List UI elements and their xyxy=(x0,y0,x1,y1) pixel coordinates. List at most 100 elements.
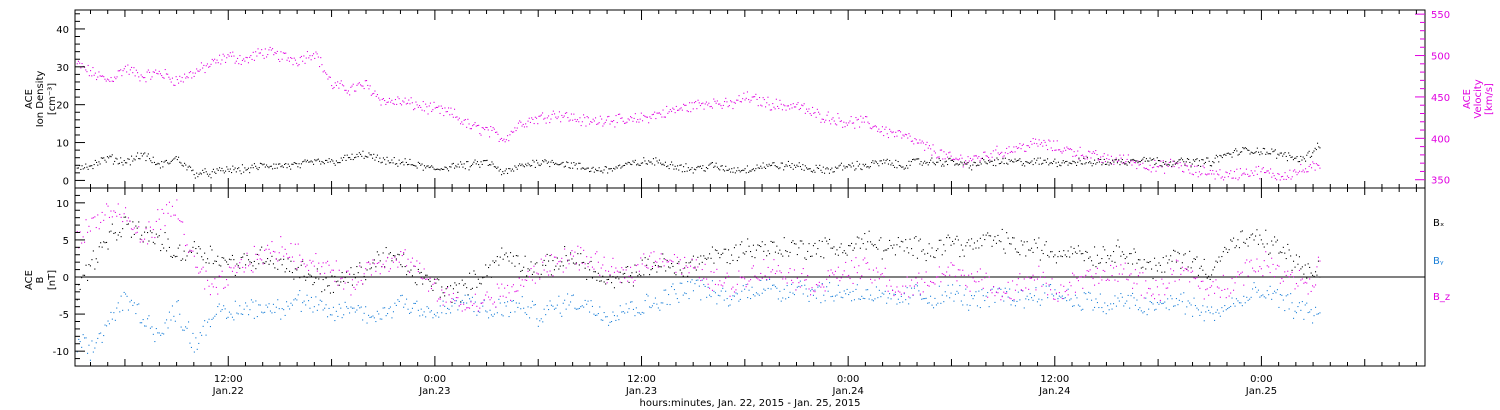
bx-point-345 xyxy=(581,262,583,264)
density-point-156 xyxy=(264,166,266,168)
bx-point-268 xyxy=(469,272,471,274)
bz-point-642 xyxy=(1016,284,1018,286)
by-point-702 xyxy=(1104,302,1106,304)
by-point-108 xyxy=(234,300,236,302)
velocity-point-214 xyxy=(334,82,336,84)
by-point-584 xyxy=(931,304,933,306)
velocity-point-746 xyxy=(975,155,977,157)
by-point-660 xyxy=(1042,284,1044,286)
velocity-point-412 xyxy=(573,113,575,115)
by-point-716 xyxy=(1124,302,1126,304)
bx-point-776 xyxy=(1212,269,1214,271)
bz-point-121 xyxy=(253,245,255,247)
by-point-231 xyxy=(414,302,416,304)
velocity-point-384 xyxy=(539,115,541,117)
velocity-point-897 xyxy=(1157,166,1159,168)
by-point-528 xyxy=(849,291,851,293)
density-point-966 xyxy=(1241,151,1243,153)
density-point-850 xyxy=(1101,164,1103,166)
bz-point-141 xyxy=(283,255,285,257)
velocity-point-521 xyxy=(704,103,706,105)
bz-point-37 xyxy=(130,228,132,230)
velocity-point-471 xyxy=(644,115,646,117)
velocity-point-32 xyxy=(115,78,117,80)
bz-point-336 xyxy=(568,263,570,265)
density-point-98 xyxy=(194,177,196,179)
bz-point-353 xyxy=(593,268,595,270)
by-point-120 xyxy=(252,301,254,303)
bz-point-58 xyxy=(161,208,163,210)
density-point-347 xyxy=(495,166,497,168)
density-point-1028 xyxy=(1315,149,1317,151)
density-point-894 xyxy=(1154,164,1156,166)
density-point-969 xyxy=(1244,147,1246,149)
bz-point-425 xyxy=(698,277,700,279)
bx-point-283 xyxy=(490,276,492,278)
bx-point-172 xyxy=(328,285,330,287)
by-point-122 xyxy=(255,300,257,302)
bx-point-240 xyxy=(428,279,430,281)
by-point-686 xyxy=(1080,309,1082,311)
density-point-100 xyxy=(197,176,199,178)
bz-point-391 xyxy=(649,255,651,257)
bz-point-755 xyxy=(1181,266,1183,268)
density-point-123 xyxy=(225,170,227,172)
density-point-461 xyxy=(632,160,634,162)
by-point-438 xyxy=(717,294,719,296)
velocity-point-430 xyxy=(595,117,597,119)
density-point-898 xyxy=(1159,160,1161,162)
velocity-point-576 xyxy=(771,109,773,111)
density-point-493 xyxy=(671,161,673,163)
bx-point-753 xyxy=(1178,253,1180,255)
bz-point-440 xyxy=(720,284,722,286)
density-point-464 xyxy=(636,164,638,166)
density-point-127 xyxy=(229,168,231,170)
by-point-297 xyxy=(511,300,513,302)
by-point-791 xyxy=(1234,305,1236,307)
density-point-141 xyxy=(246,169,248,171)
by-point-170 xyxy=(325,304,327,306)
bx-point-28 xyxy=(117,234,119,236)
bx-point-610 xyxy=(969,245,971,247)
density-point-105 xyxy=(203,172,205,174)
by-point-507 xyxy=(818,285,820,287)
velocity-point-508 xyxy=(689,102,691,104)
by-point-431 xyxy=(707,286,709,288)
by-point-230 xyxy=(413,302,415,304)
velocity-point-712 xyxy=(934,152,936,154)
density-point-511 xyxy=(692,172,694,174)
density-point-943 xyxy=(1213,162,1215,164)
by-point-384 xyxy=(638,312,640,314)
velocity-point-930 xyxy=(1197,176,1199,178)
bz-point-49 xyxy=(148,221,150,223)
density-point-233 xyxy=(357,156,359,158)
by-point-631 xyxy=(1000,288,1002,290)
bz-point-83 xyxy=(198,272,200,274)
velocity-point-514 xyxy=(696,108,698,110)
bz-point-826 xyxy=(1285,274,1287,276)
by-point-198 xyxy=(366,322,368,324)
density-point-417 xyxy=(579,162,581,164)
by-point-27 xyxy=(116,307,118,309)
by-point-100 xyxy=(223,305,225,307)
density-point-245 xyxy=(372,157,374,159)
velocity-point-368 xyxy=(520,121,522,123)
velocity-point-176 xyxy=(288,60,290,62)
velocity-point-31 xyxy=(114,76,116,78)
bx-point-149 xyxy=(294,268,296,270)
density-point-571 xyxy=(765,167,767,169)
bz-point-576 xyxy=(919,293,921,295)
velocity-point-276 xyxy=(409,103,411,105)
bx-point-298 xyxy=(512,255,514,257)
bx-point-704 xyxy=(1107,255,1109,257)
density-point-456 xyxy=(626,163,628,165)
velocity-point-788 xyxy=(1026,145,1028,147)
density-point-204 xyxy=(322,161,324,163)
by-point-665 xyxy=(1050,284,1052,286)
density-point-782 xyxy=(1019,158,1021,160)
velocity-point-345 xyxy=(492,127,494,129)
bz-point-781 xyxy=(1219,296,1221,298)
bz-point-636 xyxy=(1007,281,1009,283)
velocity-point-136 xyxy=(240,63,242,65)
density-point-935 xyxy=(1203,163,1205,165)
